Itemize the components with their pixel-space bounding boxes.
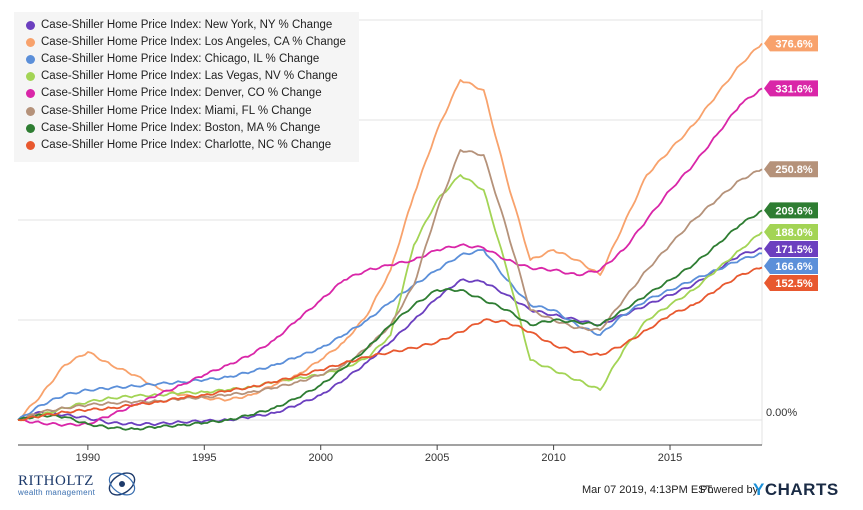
x-tick-label: 2015 [658, 452, 682, 464]
legend-label: Case-Shiller Home Price Index: Las Vegas… [41, 70, 338, 83]
legend-label: Case-Shiller Home Price Index: Denver, C… [41, 87, 322, 100]
series-line [17, 149, 763, 421]
legend-label: Case-Shiller Home Price Index: New York,… [41, 19, 333, 31]
end-label-flag [764, 35, 818, 52]
legend-swatch-icon [26, 72, 35, 82]
end-label-text: 250.8% [775, 164, 813, 176]
end-labels: 376.6% 331.6% 250.8% 209.6% 188.0% 171.5% 166.… [764, 35, 818, 291]
end-label: 171.5% [764, 241, 818, 257]
x-tick-label: 2000 [308, 452, 332, 464]
end-label-flag [764, 241, 818, 257]
x-tick-label: 2010 [541, 452, 565, 464]
legend-swatch-icon [26, 21, 35, 30]
ycharts-brand: CHARTS [764, 480, 839, 499]
end-label-flag [764, 202, 818, 219]
series-line [17, 209, 763, 431]
ycharts-logo[interactable]: YCHARTS [753, 480, 839, 500]
legend-label: Case-Shiller Home Price Index: Los Angel… [41, 36, 346, 49]
end-label: 166.6% [764, 258, 818, 274]
end-label: 376.6% [764, 35, 818, 52]
legend-label: Case-Shiller Home Price Index: Chicago, … [41, 53, 320, 66]
legend-swatch-icon [26, 123, 35, 133]
end-label-flag [764, 224, 818, 240]
series-line [17, 174, 763, 422]
end-label-flag [764, 80, 818, 97]
legend-swatch-icon [26, 55, 35, 65]
legend-label: Case-Shiller Home Price Index: Charlotte… [41, 138, 332, 151]
end-label-text: 171.5% [775, 244, 813, 256]
timestamp: Mar 07 2019, 4:13PM EST. [582, 484, 715, 496]
series-line [17, 42, 763, 421]
legend-swatch-icon [26, 106, 35, 116]
end-label: 331.6% [764, 80, 818, 97]
end-label-text: 376.6% [775, 38, 813, 50]
end-label-text: 188.0% [775, 227, 813, 239]
legend-swatch-icon [26, 140, 35, 150]
series-lines [17, 42, 763, 431]
end-label: 209.6% [764, 202, 818, 219]
series-line [17, 247, 763, 427]
legend-label: Case-Shiller Home Price Index: Miami, FL… [41, 104, 312, 117]
ritholtz-logo: RITHOLTZ wealth management [18, 472, 136, 497]
end-label-text: 166.6% [775, 261, 813, 273]
end-label-flag [764, 275, 818, 291]
x-tick-label: 2005 [425, 452, 449, 464]
x-axis: 1990 1995 2000 2005 2010 2015 0.00% [18, 407, 797, 464]
legend: Case-Shiller Home Price Index: New York,… [14, 12, 359, 162]
end-label-flag [764, 161, 818, 178]
legend-label: Case-Shiller Home Price Index: Boston, M… [41, 121, 321, 134]
logo-name: RITHOLTZ [18, 473, 94, 489]
x-tick-label: 1995 [192, 452, 216, 464]
end-label: 188.0% [764, 224, 818, 240]
logo-subtitle: wealth management [18, 488, 96, 497]
end-label-text: 209.6% [775, 205, 813, 217]
ycharts-y: Y [753, 480, 765, 499]
legend-swatch-icon [26, 38, 35, 48]
end-label: 152.5% [764, 275, 818, 291]
series-line [17, 249, 762, 421]
ritholtz-emblem-icon [108, 472, 136, 496]
powered-by-label: Powered by [700, 484, 759, 496]
end-label-text: 152.5% [775, 278, 813, 290]
end-label-flag [764, 258, 818, 274]
legend-swatch-icon [26, 89, 35, 99]
series-line [17, 266, 763, 422]
x-tick-label: 1990 [76, 452, 100, 464]
end-label: 250.8% [764, 161, 818, 178]
y-zero-label: 0.00% [766, 407, 797, 419]
end-label-text: 331.6% [775, 83, 813, 95]
